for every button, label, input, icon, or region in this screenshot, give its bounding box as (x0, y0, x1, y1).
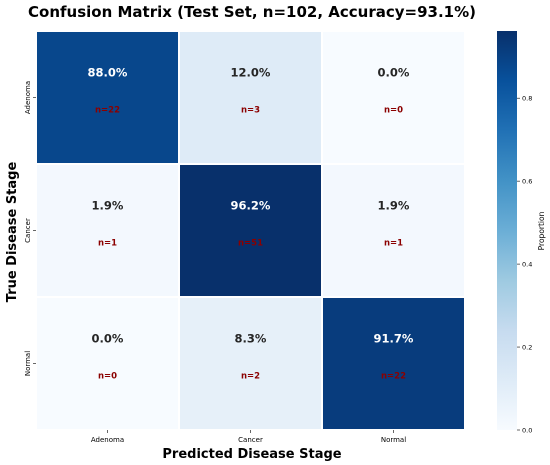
heatmap-cells: 88.0% n=22 12.0% n=3 0.0% n=0 1.9% n=1 96.2% n=51… (35, 30, 466, 431)
heatmap-cell (321, 163, 466, 298)
cell-count-label: n=22 (95, 106, 120, 116)
heatmap-cell (321, 296, 466, 431)
cell-percent-label: 1.9% (378, 199, 410, 213)
heatmap-cell (35, 30, 180, 165)
colorbar: 0.0 0.2 0.4 0.6 0.8 Proportion (497, 31, 546, 434)
x-tick-label: Adenoma (91, 436, 124, 444)
colorbar-tick-label: 0.4 (522, 260, 532, 268)
cell-percent-label: 88.0% (88, 66, 128, 80)
cell-percent-label: 1.9% (92, 199, 124, 213)
cell-count-label: n=1 (98, 239, 117, 249)
y-tick-labels: Adenoma Cancer Normal (24, 81, 36, 376)
heatmap-cell (321, 30, 466, 165)
cell-percent-label: 0.0% (92, 332, 124, 346)
x-tick-label: Normal (381, 436, 406, 444)
colorbar-tick-label: 0.2 (522, 343, 532, 351)
y-tick-label: Normal (24, 351, 32, 376)
colorbar-tick-label: 0.0 (522, 426, 532, 434)
cell-count-label: n=0 (98, 372, 117, 382)
cell-count-label: n=51 (238, 239, 263, 249)
chart-title: Confusion Matrix (Test Set, n=102, Accur… (28, 3, 476, 21)
cell-count-label: n=2 (241, 372, 260, 382)
heatmap-cell (35, 296, 180, 431)
cell-percent-label: 12.0% (231, 66, 271, 80)
colorbar-ticks: 0.0 0.2 0.4 0.6 0.8 (517, 94, 532, 434)
y-tick-label: Adenoma (24, 81, 32, 114)
colorbar-gradient (497, 31, 517, 430)
cell-percent-label: 0.0% (378, 66, 410, 80)
x-axis-title: Predicted Disease Stage (162, 447, 341, 462)
x-tick-labels: Adenoma Cancer Normal (91, 430, 406, 444)
cell-percent-label: 8.3% (235, 332, 267, 346)
cell-count-label: n=0 (384, 106, 403, 116)
y-tick-label: Cancer (24, 218, 32, 243)
cell-count-label: n=3 (241, 106, 260, 116)
colorbar-tick-label: 0.6 (522, 177, 532, 185)
heatmap-cell (178, 296, 323, 431)
cell-count-label: n=1 (384, 239, 403, 249)
y-axis-title: True Disease Stage (5, 162, 20, 303)
heatmap-cell (35, 163, 180, 298)
x-tick-label: Cancer (238, 436, 263, 444)
colorbar-tick-label: 0.8 (522, 94, 532, 102)
cell-percent-label: 91.7% (374, 332, 414, 346)
colorbar-label: Proportion (537, 211, 546, 250)
cell-count-label: n=22 (381, 372, 406, 382)
heatmap-cell (178, 163, 323, 298)
cell-percent-label: 96.2% (231, 199, 271, 213)
heatmap-cell (178, 30, 323, 165)
